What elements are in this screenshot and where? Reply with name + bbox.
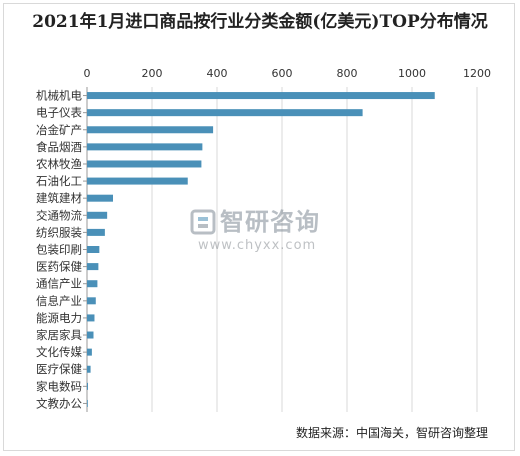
bar	[87, 331, 94, 339]
bar	[87, 177, 188, 185]
category-label: 家电数码	[36, 379, 82, 393]
category-label: 家居家具	[36, 328, 82, 342]
x-tick-label: 800	[337, 67, 358, 80]
watermark: 智研咨询 www.chyxx.com	[190, 207, 340, 267]
bar	[87, 297, 96, 305]
category-label: 机械机电	[36, 89, 82, 103]
category-label: 农林牧渔	[36, 157, 82, 171]
x-tick-label: 0	[84, 67, 91, 80]
category-label: 电子仪表	[36, 106, 82, 120]
bar	[87, 228, 105, 236]
bar	[87, 382, 88, 390]
chart-frame	[3, 3, 515, 451]
category-label: 纺织服装	[36, 225, 82, 239]
bar	[87, 109, 363, 117]
chart-title: 2021年1月进口商品按行业分类金额(亿美元)TOP分布情况	[32, 12, 488, 32]
bar	[87, 314, 95, 322]
chyxx-logo-icon	[190, 209, 216, 235]
category-label: 文化传媒	[36, 345, 82, 359]
x-tick-label: 200	[142, 67, 163, 80]
category-label: 建筑建材	[36, 191, 82, 205]
category-label: 信息产业	[36, 294, 82, 308]
category-label: 医药保健	[36, 260, 82, 274]
bar	[87, 365, 91, 373]
x-tick-label: 400	[207, 67, 228, 80]
bar	[87, 194, 113, 202]
bar	[87, 92, 435, 100]
bar	[87, 143, 203, 151]
bar	[87, 246, 100, 253]
bar	[87, 263, 99, 271]
category-label: 石油化工	[36, 174, 82, 188]
category-label: 交通物流	[36, 208, 82, 222]
category-label: 医疗保健	[36, 362, 82, 376]
category-label: 冶金矿产	[36, 123, 82, 137]
category-label: 通信产业	[36, 277, 82, 291]
category-label: 能源电力	[36, 311, 82, 325]
bar	[87, 348, 92, 356]
bar	[87, 160, 202, 168]
bar	[87, 399, 88, 407]
x-tick-label: 1200	[463, 67, 491, 80]
category-label: 文教办公	[36, 396, 82, 410]
category-label: 包装印刷	[36, 243, 82, 257]
watermark-url: www.chyxx.com	[198, 238, 317, 253]
bar	[87, 280, 98, 288]
x-tick-label: 1000	[398, 67, 426, 80]
x-tick-label: 600	[272, 67, 293, 80]
data-source: 数据来源：中国海关，智研咨询整理	[295, 426, 488, 440]
bar	[87, 211, 108, 219]
category-label: 食品烟酒	[36, 140, 82, 154]
watermark-name: 智研咨询	[220, 208, 320, 236]
bar	[87, 126, 214, 134]
